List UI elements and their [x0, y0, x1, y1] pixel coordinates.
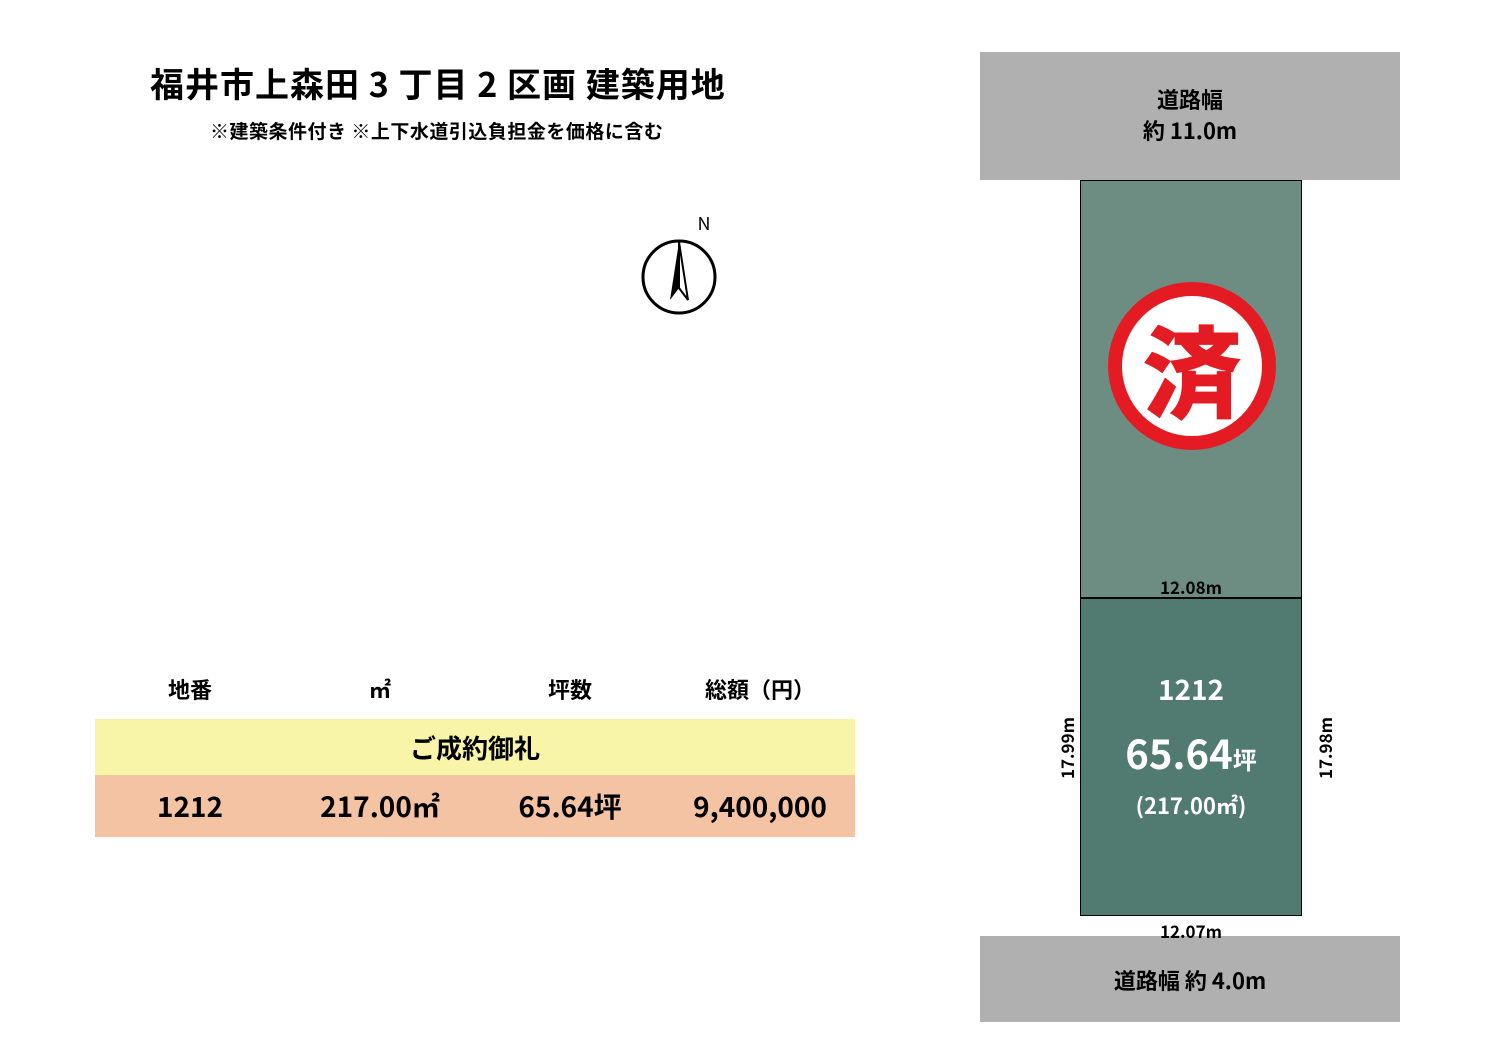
table-cell: 9,400,000 [665, 770, 855, 842]
lot2-tsubo-value: 65.64 [1125, 723, 1232, 781]
lot2-info: 1212 65.64坪 (217.00㎡) [1081, 669, 1301, 821]
road-bottom-label: 道路幅 約 4.0m [980, 964, 1400, 996]
road-top-label-2: 約 11.0m [1143, 114, 1237, 146]
col-tsubo: 坪数 [475, 665, 665, 719]
table-cell: 1212 [95, 770, 285, 842]
sold-stamp-icon: 済 [1108, 282, 1276, 450]
compass-icon: N [640, 210, 718, 316]
col-lot-number: 地番 [95, 665, 285, 719]
table-row: 1212217.00㎡65.64坪9,400,000 [95, 775, 855, 837]
page-subtitle: ※建築条件付き ※上下水道引込負担金を価格に含む [210, 117, 726, 144]
col-total-price: 総額（円） [665, 665, 855, 719]
sold-banner-cell: ご成約御礼 [95, 717, 855, 778]
sold-stamp-text: 済 [1142, 294, 1242, 439]
table-row: ご成約御礼 [95, 719, 855, 775]
lot2-tsubo: 65.64坪 [1081, 723, 1301, 781]
lot2-number: 1212 [1081, 669, 1301, 709]
compass-north-label: N [690, 210, 718, 236]
col-sqm: ㎡ [285, 665, 475, 719]
road-top-label: 道路幅 約 11.0m [980, 84, 1400, 146]
plot-diagram: 道路幅 約 11.0m 道路幅 約 4.0m 済 12.08m 1212 65.… [980, 52, 1400, 1022]
table-header-row: 地番 ㎡ 坪数 総額（円） [95, 665, 855, 719]
page-title: 福井市上森田 3 丁目 2 区画 建築用地 [150, 58, 726, 107]
lot1-width-bottom: 12.08m [1080, 574, 1302, 599]
lot2-depth-right: 17.98m [1312, 717, 1337, 779]
table-body: ご成約御礼1212217.00㎡65.64坪9,400,000 [95, 719, 855, 837]
road-top-label-1: 道路幅 [1157, 83, 1223, 115]
price-table: 地番 ㎡ 坪数 総額（円） ご成約御礼1212217.00㎡65.64坪9,40… [95, 665, 855, 837]
lot-1-sold: 済 [1080, 180, 1302, 598]
table-cell: 217.00㎡ [285, 770, 475, 842]
lot-2-available: 1212 65.64坪 (217.00㎡) [1080, 598, 1302, 916]
header-block: 福井市上森田 3 丁目 2 区画 建築用地 ※建築条件付き ※上下水道引込負担金… [150, 58, 726, 144]
lot2-width-bottom: 12.07m [1080, 918, 1302, 943]
lot2-tsubo-unit: 坪 [1233, 741, 1257, 776]
lot2-depth-left: 17.99m [1054, 717, 1079, 779]
compass-svg [640, 238, 718, 316]
table-cell: 65.64坪 [475, 770, 665, 842]
lot2-sqm: (217.00㎡) [1081, 789, 1301, 821]
